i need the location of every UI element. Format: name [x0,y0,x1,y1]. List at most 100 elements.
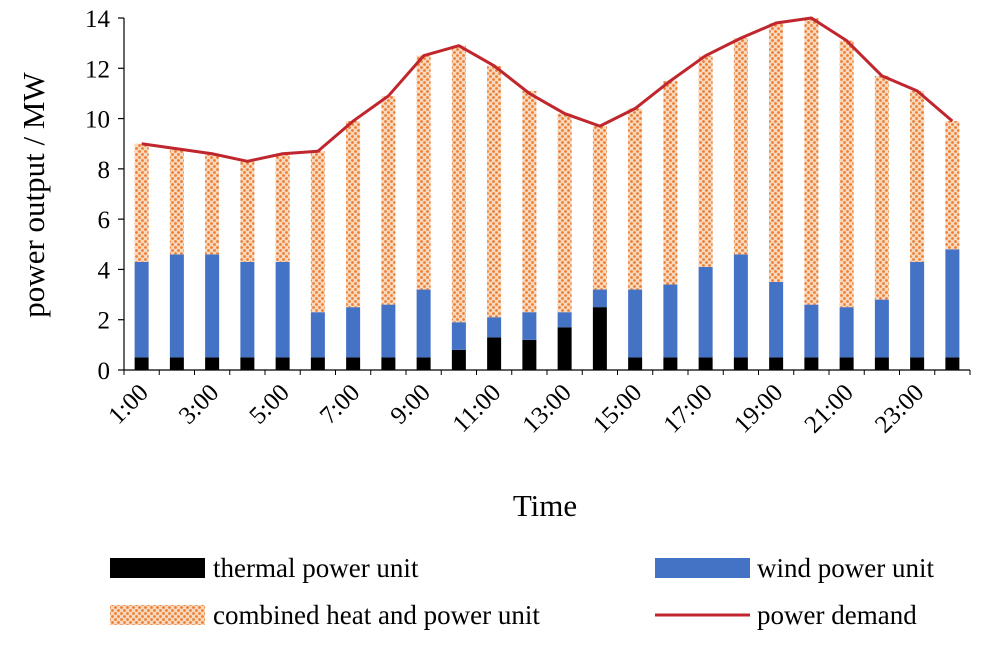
x-tick-label: 23:00 [870,379,929,438]
bar-combined-heat-and-power-unit-13:00 [557,113,572,313]
bar-combined-heat-and-power-unit-3:00 [205,153,220,255]
legend: thermal power unit wind power unit combine… [110,553,934,630]
bar-thermal-power-unit-2:00 [169,357,184,370]
x-tick-label: 7:00 [315,379,366,430]
x-tick-label: 17:00 [659,379,718,438]
legend-label-combined-heat-and-power-unit: combined heat and power unit [213,600,540,630]
bar-wind-power-unit-17:00 [698,266,713,358]
bar-thermal-power-unit-17:00 [698,357,713,370]
bar-wind-power-unit-5:00 [275,261,290,358]
bar-thermal-power-unit-7:00 [346,357,361,370]
legend-swatch-wind-power-unit [655,558,750,578]
bar-thermal-power-unit-16:00 [663,357,678,370]
bar-thermal-power-unit-5:00 [275,357,290,370]
bar-combined-heat-and-power-unit-15:00 [628,108,643,290]
y-tick-label: 12 [85,56,110,83]
bar-thermal-power-unit-19:00 [769,357,784,370]
bar-combined-heat-and-power-unit-1:00 [134,143,149,262]
bar-thermal-power-unit-3:00 [205,357,220,370]
bar-wind-power-unit-10:00 [451,322,466,350]
bar-combined-heat-and-power-unit-10:00 [451,45,466,323]
bar-thermal-power-unit-20:00 [804,357,819,370]
bar-wind-power-unit-11:00 [487,317,502,338]
bar-wind-power-unit-13:00 [557,312,572,328]
bar-combined-heat-and-power-unit-5:00 [275,153,290,262]
bar-thermal-power-unit-13:00 [557,327,572,370]
x-tick-label: 5:00 [244,379,295,430]
x-axis-title: Time [513,488,577,523]
bar-combined-heat-and-power-unit-2:00 [169,148,184,255]
legend-label-power-demand: power demand [757,600,917,630]
legend-swatch-thermal-power-unit [110,558,205,578]
bar-thermal-power-unit-12:00 [522,339,537,370]
bar-thermal-power-unit-24:00 [945,357,960,370]
x-axis: 1:00 3:00 5:00 7:00 9:00 11:00 13:00 15:00 17:00… [103,369,971,439]
bar-wind-power-unit-9:00 [416,289,431,358]
bar-wind-power-unit-4:00 [240,261,255,358]
bar-wind-power-unit-18:00 [733,254,748,358]
bar-wind-power-unit-21:00 [839,307,854,358]
bar-combined-heat-and-power-unit-8:00 [381,95,396,305]
bar-combined-heat-and-power-unit-18:00 [733,38,748,255]
bar-combined-heat-and-power-unit-23:00 [910,90,925,262]
legend-swatch-combined-heat-and-power-unit [110,605,205,625]
bar-thermal-power-unit-9:00 [416,357,431,370]
bar-combined-heat-and-power-unit-11:00 [487,65,502,318]
bar-thermal-power-unit-23:00 [910,357,925,370]
bar-combined-heat-and-power-unit-12:00 [522,90,537,313]
y-tick-label: 6 [98,207,111,234]
bar-wind-power-unit-14:00 [592,289,607,308]
bar-wind-power-unit-16:00 [663,284,678,358]
y-tick-label: 10 [85,107,110,134]
bar-wind-power-unit-8:00 [381,304,396,358]
bar-combined-heat-and-power-unit-20:00 [804,18,819,305]
bar-wind-power-unit-3:00 [205,254,220,358]
bar-combined-heat-and-power-unit-6:00 [310,151,325,313]
bar-combined-heat-and-power-unit-7:00 [346,121,361,308]
bar-thermal-power-unit-6:00 [310,357,325,370]
bar-wind-power-unit-6:00 [310,312,325,358]
bar-thermal-power-unit-22:00 [874,357,889,370]
plot-area [134,16,960,370]
x-tick-label: 21:00 [800,379,859,438]
x-tick-label: 11:00 [448,379,507,438]
y-tick-label: 2 [98,308,111,335]
x-tick-label: 9:00 [385,379,436,430]
bar-combined-heat-and-power-unit-17:00 [698,55,713,267]
y-axis: 0 2 4 6 8 10 12 14 [85,6,125,385]
x-tick-label: 1:00 [103,379,154,430]
bar-wind-power-unit-20:00 [804,304,819,358]
bar-thermal-power-unit-4:00 [240,357,255,370]
legend-label-thermal-power-unit: thermal power unit [213,553,419,583]
y-tick-label: 4 [98,257,111,284]
bar-wind-power-unit-15:00 [628,289,643,358]
bar-wind-power-unit-24:00 [945,249,960,358]
bar-combined-heat-and-power-unit-9:00 [416,55,431,290]
x-tick-label: 3:00 [174,379,225,430]
x-tick-label: 19:00 [729,379,788,438]
bar-combined-heat-and-power-unit-14:00 [592,126,607,290]
bar-combined-heat-and-power-unit-16:00 [663,80,678,285]
bar-thermal-power-unit-15:00 [628,357,643,370]
bar-thermal-power-unit-18:00 [733,357,748,370]
bar-combined-heat-and-power-unit-21:00 [839,40,854,308]
x-tick-label: 15:00 [588,379,647,438]
bar-thermal-power-unit-1:00 [134,357,149,370]
line-power-demand [141,16,954,163]
bar-thermal-power-unit-10:00 [451,349,466,370]
bar-wind-power-unit-22:00 [874,299,889,358]
bar-wind-power-unit-7:00 [346,307,361,358]
y-tick-label: 8 [98,157,111,184]
legend-label-wind-power-unit: wind power unit [757,553,934,583]
y-tick-label: 14 [85,6,111,33]
bar-combined-heat-and-power-unit-19:00 [769,23,784,283]
y-axis-title: power output / MW [16,72,51,318]
bar-thermal-power-unit-11:00 [487,337,502,370]
y-tick-label: 0 [98,358,111,385]
bar-wind-power-unit-23:00 [910,261,925,358]
bar-combined-heat-and-power-unit-4:00 [240,161,255,262]
bar-thermal-power-unit-8:00 [381,357,396,370]
bar-thermal-power-unit-21:00 [839,357,854,370]
bar-wind-power-unit-19:00 [769,282,784,358]
